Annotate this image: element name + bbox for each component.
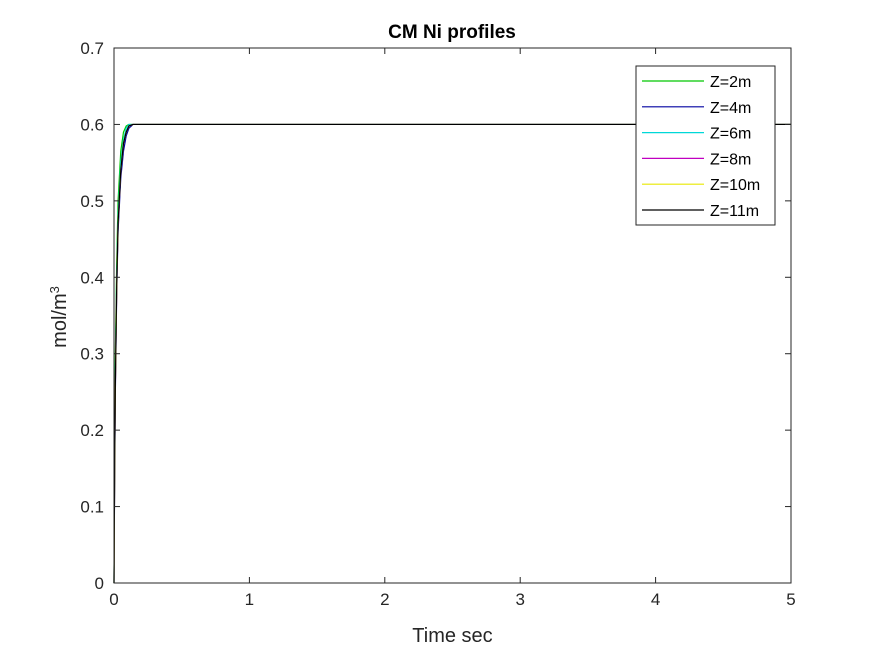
x-axis-ticks: 0 1 2 3 4 5 <box>109 48 796 609</box>
y-axis-label: mol/m3 <box>47 286 72 348</box>
y-tick-label: 0.4 <box>80 268 104 287</box>
x-tick-label: 1 <box>245 590 254 609</box>
x-tick-label: 0 <box>109 590 118 609</box>
x-tick-label: 2 <box>380 590 389 609</box>
x-axis-label: Time sec <box>412 625 492 647</box>
y-axis-label-superscript: 3 <box>47 286 62 293</box>
y-tick-label: 0.7 <box>80 39 104 58</box>
legend-box <box>635 65 776 226</box>
y-axis-label-base: mol/m <box>49 293 71 347</box>
x-tick-label: 5 <box>786 590 795 609</box>
legend-label-z-4m: Z=4m <box>710 100 751 117</box>
y-tick-label: 0.3 <box>80 345 104 364</box>
series-line-z-11m <box>113 123 791 584</box>
y-axis-ticks: 0 0.1 0.2 0.3 0.4 0.5 0.6 0.7 <box>80 39 791 593</box>
legend: Z=2m Z=4m Z=6m Z=8m Z=10m Z=11m <box>635 65 776 226</box>
x-tick-label: 3 <box>515 590 524 609</box>
y-tick-label: 0.6 <box>80 115 104 134</box>
x-tick-label: 4 <box>651 590 660 609</box>
legend-label-z-8m: Z=8m <box>710 151 751 168</box>
axes-box <box>113 47 792 584</box>
chart-title: CM Ni profiles <box>388 22 516 43</box>
series-lines <box>113 123 791 584</box>
y-tick-label: 0.1 <box>80 498 104 517</box>
legend-label-z-6m: Z=6m <box>710 126 751 143</box>
legend-label-z-10m: Z=10m <box>710 177 760 194</box>
legend-entries: Z=2m Z=4m Z=6m Z=8m Z=10m Z=11m <box>642 74 760 220</box>
legend-label-z-11m: Z=11m <box>710 203 759 220</box>
y-tick-label: 0.5 <box>80 192 104 211</box>
legend-label-z-2m: Z=2m <box>710 74 751 91</box>
y-tick-label: 0 <box>95 574 104 593</box>
y-tick-label: 0.2 <box>80 421 104 440</box>
